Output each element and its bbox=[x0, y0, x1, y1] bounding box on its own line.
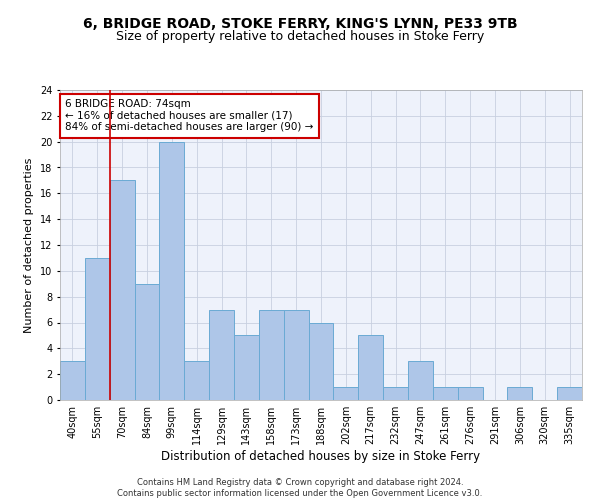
Bar bbox=[358, 336, 383, 400]
Bar bbox=[458, 387, 482, 400]
Bar bbox=[134, 284, 160, 400]
Bar bbox=[308, 322, 334, 400]
Bar bbox=[184, 361, 209, 400]
Bar bbox=[408, 361, 433, 400]
Text: 6, BRIDGE ROAD, STOKE FERRY, KING'S LYNN, PE33 9TB: 6, BRIDGE ROAD, STOKE FERRY, KING'S LYNN… bbox=[83, 18, 517, 32]
Text: 6 BRIDGE ROAD: 74sqm
← 16% of detached houses are smaller (17)
84% of semi-detac: 6 BRIDGE ROAD: 74sqm ← 16% of detached h… bbox=[65, 100, 314, 132]
Bar bbox=[234, 336, 259, 400]
Bar bbox=[557, 387, 582, 400]
Bar bbox=[85, 258, 110, 400]
Y-axis label: Number of detached properties: Number of detached properties bbox=[25, 158, 34, 332]
Bar bbox=[334, 387, 358, 400]
Bar bbox=[110, 180, 134, 400]
Bar bbox=[433, 387, 458, 400]
Bar bbox=[508, 387, 532, 400]
Bar bbox=[383, 387, 408, 400]
Bar bbox=[60, 361, 85, 400]
Text: Size of property relative to detached houses in Stoke Ferry: Size of property relative to detached ho… bbox=[116, 30, 484, 43]
Bar bbox=[259, 310, 284, 400]
Bar bbox=[160, 142, 184, 400]
Bar bbox=[284, 310, 308, 400]
Text: Contains HM Land Registry data © Crown copyright and database right 2024.
Contai: Contains HM Land Registry data © Crown c… bbox=[118, 478, 482, 498]
X-axis label: Distribution of detached houses by size in Stoke Ferry: Distribution of detached houses by size … bbox=[161, 450, 481, 463]
Bar bbox=[209, 310, 234, 400]
